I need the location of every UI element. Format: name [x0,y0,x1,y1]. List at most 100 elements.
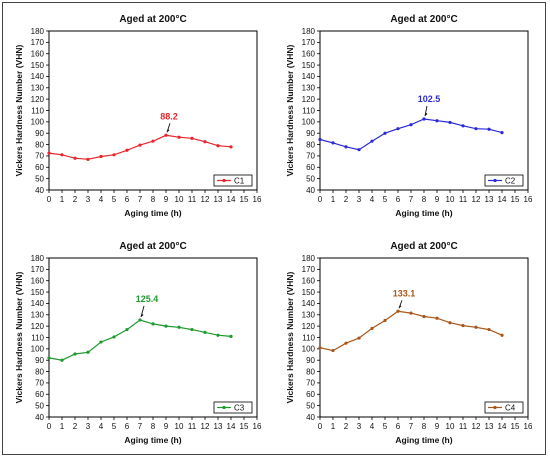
y-tick-label: 40 [35,413,44,422]
data-point [435,316,439,320]
legend-marker [493,178,497,183]
x-axis-label: Aging time (h) [395,208,452,218]
x-tick-label: 0 [47,195,52,204]
y-tick-label: 40 [306,186,315,195]
data-point [177,135,181,139]
x-tick-label: 5 [383,422,388,431]
y-tick-label: 80 [306,367,315,376]
x-tick-label: 14 [498,195,507,204]
data-point [164,324,168,328]
x-tick-label: 3 [86,422,91,431]
y-tick-label: 160 [302,50,316,59]
y-tick-label: 150 [31,288,45,297]
legend-marker [222,178,226,183]
data-point [125,327,129,332]
legend-label: C2 [505,177,516,186]
y-tick-label: 160 [31,277,45,286]
chart-panel-1: Aged at 200°C405060708090100110120130140… [14,14,262,218]
series-line-C4 [319,310,503,352]
x-tick-label: 5 [383,195,388,204]
chart-panel-3: Aged at 200°C405060708090100110120130140… [14,241,262,445]
y-tick-label: 120 [31,322,45,331]
data-point [99,154,103,159]
y-tick-label: 130 [31,311,45,320]
y-tick-label: 140 [302,299,316,308]
chart-panel-4: Aged at 200°C405060708090100110120130140… [285,241,533,445]
x-tick-label: 13 [485,195,494,204]
y-tick-label: 140 [31,299,45,308]
data-point [47,356,51,360]
plot-area [48,30,258,191]
data-point [60,358,64,362]
peak-value-label: 102.5 [418,94,441,104]
data-point [500,333,504,337]
y-tick-label: 50 [35,401,44,410]
y-tick-label: 130 [302,84,316,93]
y-tick-label: 170 [302,38,316,47]
x-tick-label: 0 [318,422,323,431]
y-tick-label: 110 [31,333,44,342]
y-tick-label: 100 [31,118,45,127]
data-point [203,330,207,334]
peak-arrowhead [141,313,144,318]
data-point [203,140,207,144]
peak-value-label: 133.1 [393,288,416,298]
x-tick-label: 8 [422,195,427,204]
data-point [125,148,129,152]
data-point [318,137,322,142]
x-tick-label: 8 [151,195,156,204]
data-point [190,327,194,332]
y-tick-label: 90 [35,129,44,138]
x-tick-label: 10 [446,195,455,204]
data-point [370,326,374,331]
x-tick-label: 2 [344,422,349,431]
y-tick-label: 120 [31,95,45,104]
x-tick-label: 7 [409,422,414,431]
x-tick-label: 13 [214,422,223,431]
data-point [151,322,155,326]
x-tick-label: 6 [125,195,130,204]
y-tick-label: 160 [302,277,316,286]
x-tick-label: 9 [435,422,440,431]
y-tick-label: 50 [306,401,315,410]
x-tick-label: 13 [214,195,223,204]
x-tick-label: 7 [138,195,143,204]
legend-label: C3 [234,404,245,413]
y-tick-label: 150 [302,61,316,70]
y-tick-label: 50 [306,174,315,183]
x-tick-label: 11 [459,422,468,431]
chart-title: Aged at 200°C [119,14,186,25]
x-tick-label: 2 [73,422,78,431]
data-point [138,318,142,322]
data-point [474,127,478,131]
data-point [409,123,413,127]
y-tick-label: 110 [302,333,315,342]
legend-box [484,401,524,414]
x-tick-label: 8 [422,422,427,431]
data-point [461,124,465,128]
x-axis-label: Aging time (h) [124,435,181,445]
y-tick-label: 140 [302,72,316,81]
plot-area [48,257,258,418]
legend-marker [493,405,497,410]
data-point [474,325,478,329]
x-tick-label: 11 [188,195,197,204]
x-tick-label: 9 [164,195,169,204]
y-tick-label: 70 [35,152,44,161]
x-tick-label: 14 [227,422,236,431]
x-tick-label: 11 [188,422,197,431]
x-tick-label: 10 [175,195,184,204]
y-tick-label: 70 [306,379,315,388]
y-tick-label: 70 [306,152,315,161]
data-point [47,151,51,155]
x-tick-label: 16 [524,195,533,204]
x-tick-label: 14 [498,422,507,431]
x-tick-label: 15 [511,195,520,204]
y-tick-label: 100 [31,345,45,354]
x-tick-label: 15 [240,195,249,204]
chart-panel-2: Aged at 200°C405060708090100110120130140… [285,14,533,218]
x-tick-label: 11 [459,195,468,204]
y-tick-label: 120 [302,322,316,331]
data-point [396,309,400,313]
y-tick-label: 90 [306,356,315,365]
